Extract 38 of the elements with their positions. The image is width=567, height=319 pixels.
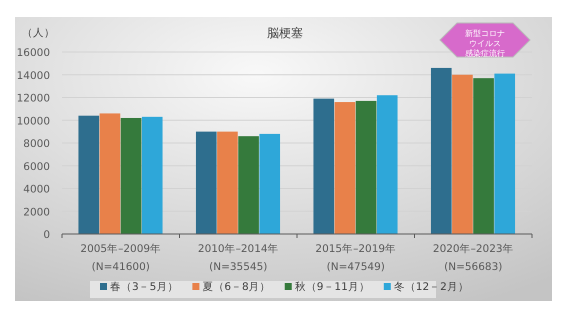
- bar: [259, 134, 280, 234]
- bar: [196, 132, 217, 234]
- legend-label: 冬（12－2月）: [394, 281, 469, 293]
- bar: [238, 136, 259, 234]
- legend-label: 夏（6－8月）: [202, 281, 271, 293]
- text: ウイルス: [469, 39, 501, 48]
- y-axis-title: （人）: [22, 27, 55, 39]
- bar: [120, 118, 142, 234]
- bar: [430, 68, 452, 234]
- bar: [78, 116, 100, 234]
- bar: [217, 132, 238, 234]
- bar: [494, 74, 516, 234]
- x-tick-label: 2020年–2023年 (N=56683): [432, 243, 514, 273]
- y-tick-label: 0: [43, 229, 50, 241]
- bar: [313, 98, 334, 234]
- y-tick-label: 8000: [23, 138, 50, 150]
- x-tick-label: 2015年–2019年 (N=47549): [315, 243, 396, 273]
- y-tick-label: 10000: [16, 115, 50, 128]
- legend-label: 秋（9－11月）: [294, 281, 370, 293]
- y-tick-label: 4000: [23, 184, 50, 196]
- y-tick-label: 14000: [16, 70, 50, 82]
- annotation: 感染症流行: [465, 49, 505, 58]
- bar: [100, 113, 120, 234]
- bar: [356, 100, 376, 234]
- y-tick-label: 16000: [16, 47, 50, 59]
- x-tick-label: 2005年–2009年 (N=41600): [80, 243, 162, 273]
- y-tick-label: 2000: [23, 206, 50, 218]
- bar: [334, 102, 356, 234]
- y-tick-label: 12000: [16, 92, 50, 104]
- bar: [142, 116, 163, 234]
- x-tick-label: 2010年–2014年 (N=35545): [198, 243, 279, 273]
- y-tick-label: 6000: [23, 160, 50, 173]
- bar: [473, 78, 494, 234]
- bar: [376, 95, 398, 234]
- bar: [452, 74, 473, 234]
- legend-label: 春（3－5月）: [110, 281, 178, 293]
- text: 新型コロナ: [465, 29, 505, 38]
- chart-title: 脳梗塞: [267, 26, 303, 40]
